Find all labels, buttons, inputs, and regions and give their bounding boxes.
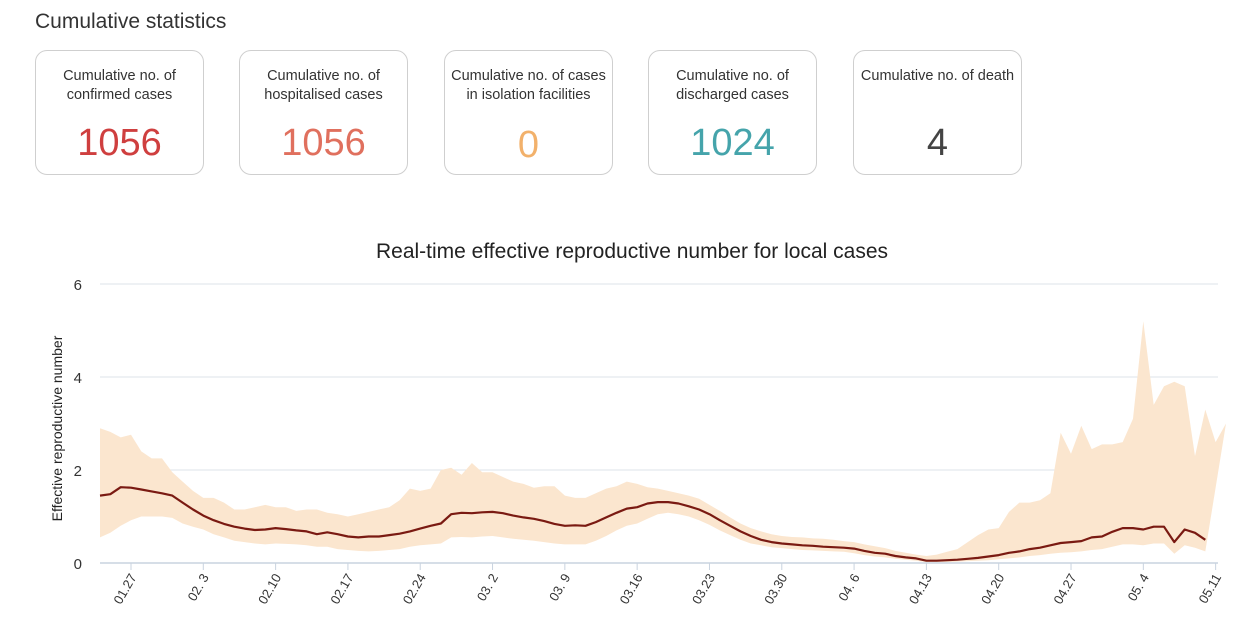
rt-mean-line <box>99 486 1206 562</box>
card-value: 1056 <box>77 122 162 164</box>
card-value: 1056 <box>281 122 366 164</box>
x-tick-label: 02. 3 <box>184 571 211 604</box>
x-tick-label: 01.27 <box>110 571 139 607</box>
x-tick-label: 05. 4 <box>1124 571 1151 604</box>
card-confirmed: Cumulative no. of confirmed cases 1056 <box>35 50 204 175</box>
x-tick-label: 03. 2 <box>474 571 501 604</box>
x-tick-label: 04.20 <box>978 571 1007 607</box>
x-tick-label: 03.16 <box>616 571 645 607</box>
x-tick-label: 04.13 <box>906 571 935 607</box>
rt-chart: 0 2 4 6 01.27 02. 3 02.10 02.17 02.24 03. 2 03. 9 0… <box>49 277 1226 607</box>
x-tick-label: 02.10 <box>255 571 284 607</box>
y-tick-label: 6 <box>74 277 82 294</box>
x-tick-label: 03. 9 <box>546 571 573 604</box>
chart-title: Real-time effective reproductive number … <box>375 240 888 263</box>
y-tick-label: 0 <box>74 556 82 573</box>
card-label: Cumulative no. of confirmed cases <box>63 68 176 103</box>
section-title: Cumulative statistics <box>35 10 227 33</box>
x-tick-label: 02.24 <box>400 571 429 607</box>
confidence-band <box>100 321 1226 563</box>
x-tick-label: 04. 6 <box>835 571 862 604</box>
x-tick-label: 04.27 <box>1050 571 1079 607</box>
card-value: 1024 <box>690 122 775 164</box>
y-tick-label: 4 <box>74 370 82 387</box>
card-value: 4 <box>926 122 949 164</box>
card-label: Cumulative no. of cases in isolation fac… <box>451 68 606 103</box>
x-tick-label: 03.23 <box>689 571 718 607</box>
card-value: 0 <box>517 124 540 166</box>
card-hospitalised: Cumulative no. of hospitalised cases 105… <box>239 50 408 175</box>
card-label: Cumulative no. of death <box>860 68 1015 84</box>
card-discharged: Cumulative no. of discharged cases 1024 <box>648 50 817 175</box>
x-tick-label: 03.30 <box>761 571 790 607</box>
x-tick-label: 05.11 <box>1195 571 1224 606</box>
card-label: Cumulative no. of discharged cases <box>676 68 789 103</box>
card-isolation: Cumulative no. of cases in isolation fac… <box>444 50 613 175</box>
y-tick-label: 2 <box>74 463 82 480</box>
y-axis-label: Effective reproductive number <box>49 335 65 521</box>
card-label: Cumulative no. of hospitalised cases <box>264 68 383 103</box>
x-tick-label: 02.17 <box>327 571 356 607</box>
card-death: Cumulative no. of death 4 <box>853 50 1022 175</box>
